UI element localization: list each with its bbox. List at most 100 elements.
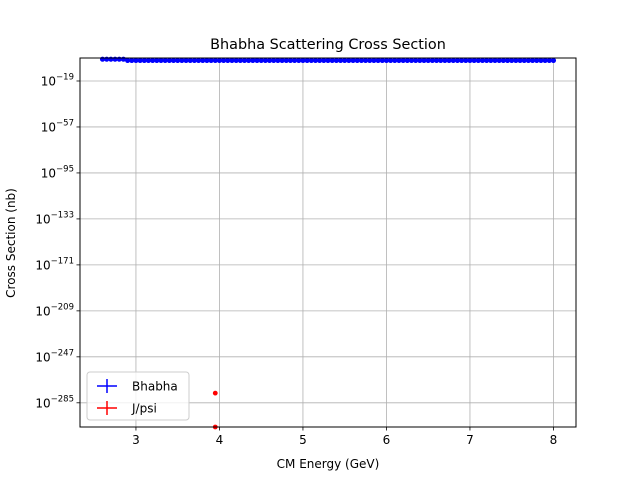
bhabha-point [546,57,552,64]
bhabha-point [346,57,352,64]
bhabha-point [300,57,306,64]
bhabha-point [417,57,423,64]
bhabha-point [534,57,540,64]
legend-label-bhabha: Bhabha [132,380,178,394]
bhabha-point [212,57,218,64]
bhabha-point [312,57,319,64]
bhabha-point [283,57,289,64]
x-tick-label: 4 [216,433,224,447]
bhabha-point [342,57,348,64]
bhabha-point [150,57,156,64]
bhabha-point [529,57,536,64]
bhabha-point [141,57,147,64]
bhabha-point [158,57,164,64]
bhabha-point [266,57,273,64]
legend-marker-bhabha [97,379,117,393]
bhabha-point [133,57,139,64]
bhabha-point [170,57,177,64]
bhabha-point [262,57,268,64]
bhabha-point [438,57,444,64]
plot-frame [79,57,577,428]
bhabha-point [187,57,193,64]
bhabha-point [442,57,448,64]
bhabha-point [166,57,172,64]
bhabha-point [475,57,481,64]
bhabha-point [137,57,143,64]
y-axis-ticks: 10−19 10−57 10−95 10−133 10−171 10−209 10−247 1… [35,72,80,410]
bhabha-point [421,57,427,64]
y-tick-label: 10−95 [41,164,74,180]
legend-label-jpsi: J/psi [131,402,157,416]
bhabha-point [271,57,277,64]
bhabha-point [191,57,197,64]
bhabha-point [504,57,511,64]
bhabha-point [429,57,435,64]
bhabha-point [450,57,456,64]
x-tick-label: 8 [550,433,558,447]
bhabha-point [221,57,227,64]
legend-marker-jpsi [97,401,117,415]
bhabha-point [371,57,377,64]
bhabha-point [287,57,294,64]
y-tick-label: 10−133 [35,210,74,226]
bhabha-point [291,57,298,64]
bhabha-point [509,57,515,64]
bhabha-point [500,57,506,64]
bhabha-point [550,57,557,64]
bhabha-point [333,57,339,64]
bhabha-point [479,57,486,64]
legend: Bhabha J/psi [86,371,190,421]
bhabha-point [275,57,281,64]
bhabha-point [513,57,519,64]
bhabha-point [183,57,189,64]
bhabha-point [521,57,527,64]
grid [80,58,576,427]
bhabha-point [408,57,415,64]
bhabha-point [492,57,498,64]
x-tick-label: 6 [383,433,391,447]
chart-title: Bhabha Scattering Cross Section [210,37,446,53]
bhabha-point [216,57,223,64]
bhabha-point [337,57,344,64]
bhabha-point [329,57,335,64]
bhabha-point [538,57,544,64]
y-tick-label: 10−57 [41,118,74,134]
jpsi-point [212,390,218,396]
bhabha-point [237,57,243,64]
x-axis-label: CM Energy (GeV) [277,457,380,471]
bhabha-point [463,57,469,64]
bhabha-point [454,57,461,64]
bhabha-point [279,57,285,64]
bhabha-point [204,57,210,64]
bhabha-point [129,57,135,64]
bhabha-point [396,57,402,64]
bhabha-point [200,57,206,64]
bhabha-point [304,57,310,64]
bhabha-point [379,57,385,64]
bhabha-point [179,57,185,64]
bhabha-point [433,57,440,64]
bhabha-point [225,57,231,64]
bhabha-point [250,57,256,64]
x-axis-ticks: 3 4 5 6 7 8 [132,427,557,447]
bhabha-point [124,57,131,64]
x-tick-label: 5 [299,433,307,447]
bhabha-point [542,57,548,64]
y-axis-label: Cross Section (nb) [4,188,18,298]
bhabha-point [383,57,390,64]
bhabha-point [246,57,252,64]
bhabha-point [308,57,314,64]
x-tick-label: 7 [466,433,474,447]
bhabha-point [446,57,452,64]
bhabha-point [525,57,532,64]
bhabha-point [154,57,160,64]
bhabha-point [392,57,398,64]
bhabha-point [517,57,523,64]
bhabha-point [296,57,302,64]
bhabha-point [145,57,152,64]
bhabha-point [317,57,323,64]
bhabha-point [375,57,381,64]
bhabha-point [413,57,419,64]
bhabha-point [350,57,356,64]
